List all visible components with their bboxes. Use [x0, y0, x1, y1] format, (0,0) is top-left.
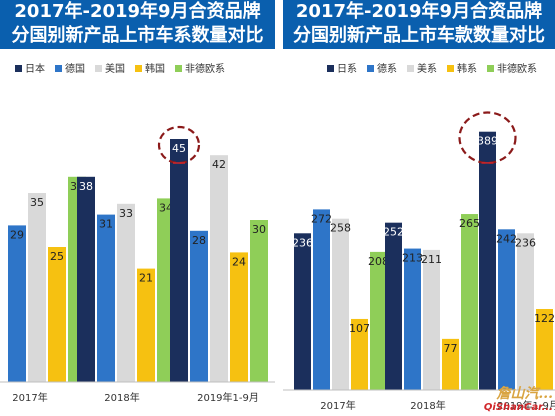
x-tick-label: 2017年 — [12, 391, 47, 404]
bar — [423, 249, 440, 390]
watermark-cn: 詹山汽... — [496, 386, 553, 402]
data-label: 21 — [139, 272, 153, 285]
data-label: 29 — [10, 228, 24, 241]
bar-chart-series-count: 日本德国美国韩国非德欧系293525382017年38313321342018年… — [0, 62, 275, 404]
data-label: 211 — [421, 253, 442, 266]
data-label: 236 — [515, 236, 536, 249]
chart-title-bar: 2017年-2019年9月合资品牌 分国别新产品上市车款数量对比 — [283, 0, 555, 49]
bar — [230, 252, 248, 382]
data-label: 389 — [477, 135, 498, 148]
legend-swatch — [447, 65, 454, 72]
data-label: 265 — [459, 217, 480, 230]
chart-title-bar: 2017年-2019年9月合资品牌 分国别新产品上市车系数量对比 — [0, 0, 275, 49]
highlight-circle — [458, 111, 517, 165]
chart-panel-series-count: 2017年-2019年9月合资品牌 分国别新产品上市车系数量对比 日本 德国 美国 韩… — [0, 0, 275, 416]
bar — [479, 131, 496, 391]
legend-swatch — [95, 65, 102, 72]
bar — [250, 220, 268, 382]
legend-label: 韩国 — [145, 62, 165, 75]
bar — [97, 214, 115, 382]
legend-label: 美国 — [105, 62, 125, 75]
legend-swatch — [55, 65, 62, 72]
bar — [517, 233, 534, 390]
data-label: 213 — [402, 252, 423, 265]
data-label: 208 — [368, 255, 389, 268]
bar — [8, 225, 26, 382]
bar — [442, 338, 459, 390]
legend-swatch — [327, 65, 334, 72]
legend-label: 美系 — [417, 62, 437, 75]
data-label: 42 — [212, 158, 226, 171]
bar — [498, 229, 515, 390]
bar — [404, 248, 421, 390]
data-label: 33 — [119, 207, 133, 220]
legend-swatch — [487, 65, 494, 72]
data-label: 34 — [159, 201, 173, 214]
data-label: 31 — [99, 218, 113, 231]
legend-swatch — [175, 65, 182, 72]
bar — [117, 203, 135, 382]
legend-label: 非德欧系 — [497, 62, 537, 75]
bar — [48, 247, 66, 382]
bar — [294, 233, 311, 390]
data-label: 24 — [232, 255, 246, 268]
legend-label: 德系 — [377, 62, 397, 75]
data-label: 236 — [292, 236, 313, 249]
watermark-en: QiShanCar... — [483, 402, 553, 413]
bar — [332, 218, 349, 390]
data-label: 107 — [349, 322, 370, 335]
bar — [28, 193, 46, 382]
legend-label: 日本 — [25, 62, 45, 75]
x-tick-label: 2019年1-9月 — [197, 391, 259, 404]
chart-subtitle: 分国别新产品上市车系数量对比 — [11, 25, 264, 46]
chart-title: 2017年-2019年9月合资品牌 — [14, 1, 261, 22]
data-label: 77 — [444, 342, 458, 355]
legend-swatch — [367, 65, 374, 72]
data-label: 28 — [192, 234, 206, 247]
bar — [137, 268, 155, 382]
watermark-logo: 詹山汽... QiShanCar... — [484, 386, 553, 414]
legend-label: 非德欧系 — [185, 62, 225, 75]
data-label: 38 — [79, 180, 93, 193]
data-label: 25 — [50, 250, 64, 263]
legend-swatch — [15, 65, 22, 72]
legend-swatch — [407, 65, 414, 72]
chart-subtitle: 分国别新产品上市车款数量对比 — [293, 25, 545, 46]
data-label: 30 — [252, 223, 266, 236]
data-label: 272 — [311, 212, 332, 225]
chart-title: 2017年-2019年9月合资品牌 — [295, 1, 543, 22]
bar — [170, 139, 188, 382]
bar — [536, 308, 553, 390]
bar — [77, 176, 95, 382]
data-label: 35 — [30, 196, 44, 209]
bar — [385, 222, 402, 390]
bar — [210, 155, 228, 382]
legend-label: 德国 — [65, 62, 85, 75]
bar — [190, 230, 208, 382]
data-label: 122 — [534, 312, 555, 325]
legend-label: 日系 — [337, 63, 357, 75]
data-label: 45 — [172, 142, 186, 155]
data-label: 242 — [496, 232, 517, 245]
bar — [461, 214, 478, 390]
x-tick-label: 2018年 — [104, 391, 139, 404]
data-label: 258 — [330, 222, 351, 235]
chart-panel-model-count: 2017年-2019年9月合资品牌 分国别新产品上市车款数量对比 日系 德系 美系 韩… — [283, 0, 555, 416]
x-tick-label: 2019年1-9月 — [497, 399, 555, 412]
bar — [370, 251, 387, 390]
data-label: 252 — [383, 226, 404, 239]
highlight-circle — [157, 125, 201, 165]
legend-swatch — [135, 65, 142, 72]
bar — [351, 318, 368, 390]
x-tick-label: 2018年 — [410, 399, 445, 412]
legend-label: 韩系 — [457, 62, 477, 75]
bar — [313, 209, 330, 390]
x-tick-label: 2017年 — [320, 399, 355, 412]
